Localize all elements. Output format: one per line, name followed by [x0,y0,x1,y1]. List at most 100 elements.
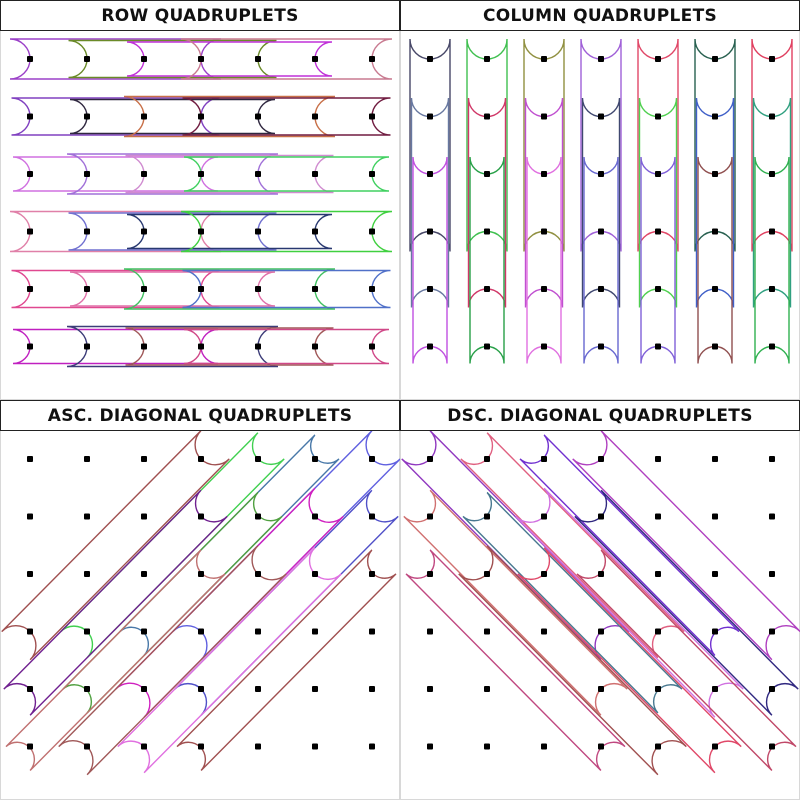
column-quadruplets-header: COLUMN QUADRUPLETS [400,0,800,31]
grid-dot [369,171,375,177]
grid-dot [84,744,90,750]
row-quadruplet-outline [181,39,392,79]
grid-dot [712,456,718,462]
grid-dot [369,514,375,520]
grid-dot [255,686,261,692]
grid-dot [369,571,375,577]
grid-dot [769,456,775,462]
grid-dot [655,286,661,292]
grid-dot [598,286,604,292]
grid-dot [427,456,433,462]
dsc-quadruplet-outline [518,548,741,773]
grid-dot [541,571,547,577]
grid-dot [427,514,433,520]
grid-dot [712,286,718,292]
grid-dot [141,344,147,350]
grid-dot [541,514,547,520]
asc-quadruplet-outline [4,490,227,715]
grid-dot [541,686,547,692]
grid-dot [598,571,604,577]
column-quadruplet-outline [754,98,791,308]
row-quadruplets-header: ROW QUADRUPLETS [0,0,400,31]
row-quadruplets-diagram [1,31,401,400]
column-quadruplets-diagram [401,31,800,400]
asc-quadruplet-outline [2,431,230,660]
row-quadruplet-outline [126,156,334,193]
asc-diagonal-quadruplets-diagram [1,431,401,800]
dsc-quadruplet-outline [461,433,684,658]
dsc-quadruplet-outline [406,550,625,771]
grid-dot [655,456,661,462]
grid-dot [369,344,375,350]
grid-dot [541,456,547,462]
grid-dot [369,629,375,635]
grid-dot [84,286,90,292]
column-quadruplet-outline [526,98,563,308]
dsc-quadruplet-outline [520,435,739,656]
grid-dot [198,744,204,750]
grid-dot [484,571,490,577]
grid-dot [312,686,318,692]
grid-dot [141,56,147,62]
column-quadruplet-outline [412,98,449,308]
grid-dot [484,344,490,350]
dsc-quadruplet-outline [459,546,687,775]
grid-dot [712,56,718,62]
grid-dot [198,344,204,350]
asc-diagonal-quadruplets-title: ASC. DIAGONAL QUADRUPLETS [48,406,353,426]
grid-dot [712,514,718,520]
column-quadruplet-outline [413,157,447,364]
grid-dot [27,686,33,692]
grid-dot [312,744,318,750]
asc-diagonal-quadruplets-quadrant: ASC. DIAGONAL QUADRUPLETS [0,400,400,800]
row-quadruplet-outline [13,157,218,191]
grid-dot [27,629,33,635]
asc-quadruplet-outline [59,546,287,775]
row-quadruplet-outline [10,39,221,79]
grid-dot [769,571,775,577]
grid-dot [198,56,204,62]
row-quadruplet-outline [69,41,277,78]
grid-dot [598,514,604,520]
grid-dot [598,629,604,635]
grid-dot [655,114,661,120]
asc-quadruplet-outline [118,548,341,773]
grid-dot [141,286,147,292]
grid-dot [598,744,604,750]
row-quadruplet-outline [124,269,335,309]
grid-dot [712,171,718,177]
grid-dot [141,571,147,577]
asc-quadruplet-outline [6,550,225,771]
grid-dot [312,344,318,350]
grid-dot [769,344,775,350]
asc-quadruplet-outline [63,493,282,714]
grid-dot [712,744,718,750]
grid-dot [198,286,204,292]
grid-dot [427,229,433,235]
grid-dot [369,56,375,62]
dsc-diagonal-quadruplets-quadrant: DSC. DIAGONAL QUADRUPLETS [400,400,800,800]
grid-dot [484,114,490,120]
row-quadruplet-outline [126,328,334,365]
grid-dot [27,286,33,292]
grid-dot [484,514,490,520]
dsc-quadruplet-outline [404,490,627,715]
grid-dot [484,686,490,692]
grid-dot [427,114,433,120]
grid-dot [598,456,604,462]
grid-dot [255,744,261,750]
row-quadruplets-quadrant: ROW QUADRUPLETS [0,0,400,400]
asc-quadruplet-outline [61,433,284,658]
grid-dot [484,456,490,462]
column-quadruplet-outline [640,98,677,308]
grid-dot [712,229,718,235]
row-quadruplet-outline [184,330,389,364]
grid-dot [198,229,204,235]
row-quadruplet-outline [67,327,278,367]
grid-dot [712,114,718,120]
column-quadruplet-outline [695,39,735,252]
row-quadruplet-outline [183,271,391,308]
grid-dot [655,514,661,520]
grid-dot [312,571,318,577]
row-quadruplet-outline [12,271,220,308]
